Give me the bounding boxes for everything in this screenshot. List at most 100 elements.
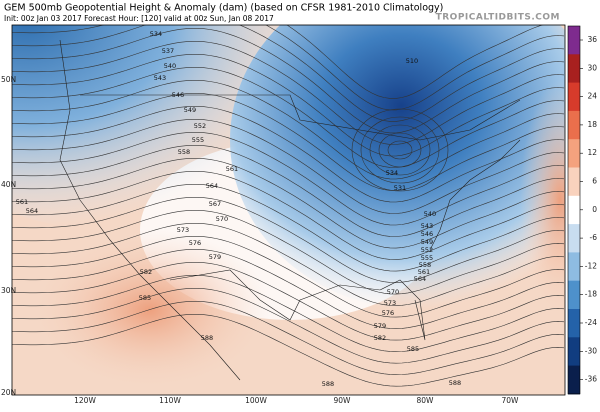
longitude-label: 90W: [334, 396, 352, 405]
contour-label: 570: [387, 288, 399, 296]
contour-line: [12, 275, 565, 353]
contour-label: 585: [139, 294, 151, 302]
colorbar-tick-label: -30: [585, 346, 597, 355]
contour-label: 534: [386, 169, 398, 177]
contour-line: [12, 28, 565, 134]
colorbar-tick-label: 12: [587, 148, 597, 157]
contour-line: [12, 288, 565, 364]
contour-line: [351, 108, 449, 192]
colorbar-segment: [568, 54, 580, 84]
contour-line: [12, 54, 565, 157]
contour-line: [12, 25, 565, 122]
watermark: TROPICALTIDBITS.COM: [436, 13, 560, 23]
atlantic-ridge-anomaly: [520, 80, 565, 320]
contour-line: [12, 249, 565, 329]
contour-label: 537: [162, 47, 174, 55]
contour-label: 582: [140, 268, 152, 276]
contour-line: [12, 41, 565, 145]
colorbar-segment: [568, 26, 580, 55]
contour-label: 585: [407, 345, 419, 353]
colorbar-segment: [568, 337, 580, 367]
colorbar-segment: [568, 224, 580, 253]
contour-label: 531: [394, 184, 406, 192]
contour-label: 549: [184, 106, 196, 114]
west-ridge-anomaly: [30, 230, 270, 390]
colorbar-tick-label: 0: [592, 205, 597, 214]
contour-label: 576: [382, 309, 394, 317]
labels: 50N 40N 30N 20N 120W 110W 100W 90W 80W 70W 534 537 5…: [1, 30, 519, 405]
contour-label: 579: [374, 322, 386, 330]
longitude-label: 110W: [159, 396, 181, 405]
contour-label: 561: [418, 268, 430, 276]
longitude-label: 120W: [74, 396, 96, 405]
contour-label: 549: [421, 238, 433, 246]
contour-line: [286, 25, 544, 99]
contour-line: [12, 158, 565, 249]
colorbar-tick-label: 30: [587, 63, 597, 72]
contour-line: [387, 140, 413, 160]
colorbar-tick-label: -24: [585, 318, 597, 327]
contour-line: [12, 197, 565, 283]
contour-label: 558: [419, 261, 431, 269]
contour-label: 552: [421, 246, 433, 254]
contour-label: 573: [384, 299, 396, 307]
contour-label: 540: [164, 62, 176, 70]
contour-line: [369, 124, 431, 176]
contour-label: 546: [421, 230, 433, 238]
contours: [12, 25, 565, 387]
colorbar-tick-label: -6: [590, 233, 598, 242]
contour-label: 579: [209, 253, 221, 261]
contour-line: [12, 301, 565, 376]
contour-line: [12, 236, 565, 318]
contour-line: [12, 210, 565, 295]
contour-line: [12, 67, 565, 168]
map-area: [12, 25, 565, 395]
contour-line: [12, 106, 565, 203]
contour-label: 588: [449, 379, 461, 387]
colorbar-tick-label: 18: [587, 120, 597, 129]
contour-label: 588: [201, 334, 213, 342]
colorbar-segment: [568, 280, 580, 310]
contour-label: 534: [150, 30, 162, 38]
borders: [59, 39, 521, 381]
contour-line: [12, 80, 565, 180]
colorbar: 36 30 24 18 12 6 0 -6 -12 -18 -24 -30 -36: [567, 25, 598, 395]
colorbar-tick-label: -12: [585, 261, 597, 270]
coastline: [169, 269, 426, 341]
contour-label: 588: [322, 380, 334, 388]
contour-label: 564: [26, 207, 38, 215]
longitude-label: 100W: [245, 396, 267, 405]
contour-label: 570: [216, 215, 228, 223]
contour-line: [12, 145, 565, 237]
colorbar-segment: [568, 252, 580, 282]
contour-line: [12, 93, 565, 191]
contour-label: 573: [177, 226, 189, 234]
colorbar-tick-label: 24: [587, 92, 597, 101]
contour-label: 561: [226, 165, 238, 173]
contour-line: [12, 184, 565, 272]
colorbar-tick-label: 36: [587, 35, 597, 44]
contour-line: [12, 171, 565, 260]
coastline: [429, 139, 521, 251]
latitude-label: 40N: [1, 180, 16, 189]
subtitle: Init: 00z Jan 03 2017 Forecast Hour: [12…: [4, 14, 274, 23]
coastline: [59, 39, 241, 381]
colorbar-tick-label: -18: [585, 290, 597, 299]
contour-label: 543: [421, 222, 433, 230]
contour-label: 558: [178, 148, 190, 156]
contour-label: 582: [374, 334, 386, 342]
contour-label: 567: [209, 200, 221, 208]
colorbar-segment: [568, 110, 580, 140]
longitude-label: 80W: [417, 396, 435, 405]
contour-label: 546: [172, 91, 184, 99]
longitude-label: 70W: [502, 396, 520, 405]
border: [80, 94, 521, 141]
contour-label: 540: [424, 210, 436, 218]
colorbar-segment: [568, 309, 580, 338]
contour-line: [12, 314, 565, 387]
contour-label: 543: [154, 74, 166, 82]
contour-line: [12, 25, 565, 111]
contour-label: 564: [414, 275, 426, 283]
